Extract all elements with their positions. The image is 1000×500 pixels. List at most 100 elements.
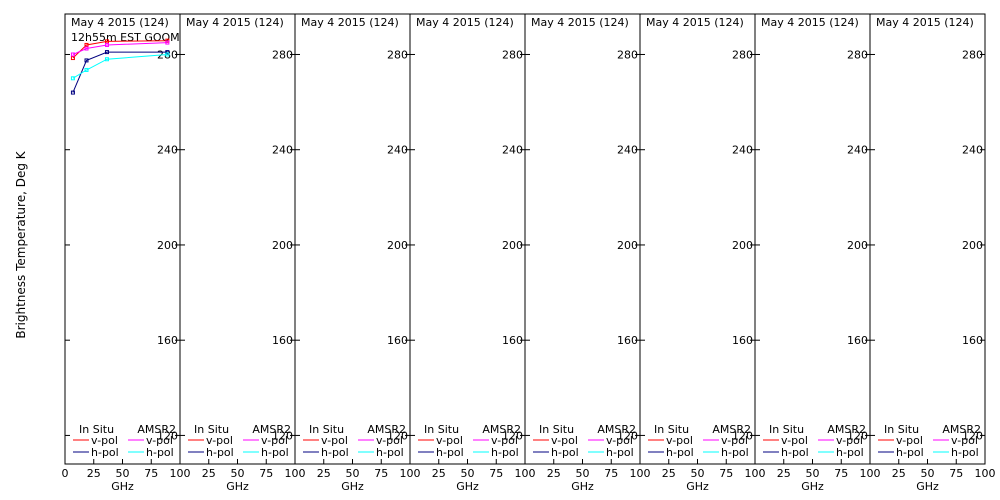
panel-title: May 4 2015 (124) — [531, 16, 629, 29]
panel-title: May 4 2015 (124) — [301, 16, 399, 29]
panel-2: May 4 2015 (124) 120 160 200 240 280 25 50 75 100… — [179, 13, 306, 493]
y-tick-label: 240 — [962, 144, 983, 157]
x-tick-label: 25 — [662, 467, 676, 480]
y-tick-label: 160 — [502, 334, 523, 347]
legend-header-insitu: In Situ — [884, 423, 919, 436]
y-tick-label: 200 — [502, 239, 523, 252]
x-tick-label: 50 — [691, 467, 705, 480]
legend-label-amsr2_vpol: v-pol — [491, 434, 518, 447]
legend-label-insitu_vpol: v-pol — [321, 434, 348, 447]
x-axis-label: GHz — [456, 480, 479, 493]
legend-label-insitu_vpol: v-pol — [551, 434, 578, 447]
legend-label-amsr2_hpol: h-pol — [146, 446, 174, 459]
legend-label-insitu_hpol: h-pol — [206, 446, 234, 459]
y-tick-label: 200 — [847, 239, 868, 252]
y-tick-label: 120 — [502, 429, 523, 442]
panel-7: May 4 2015 (124) 120 160 200 240 280 25 50 75 100… — [754, 13, 881, 493]
legend-label-amsr2_vpol: v-pol — [606, 434, 633, 447]
panels: May 4 2015 (124) 12h55m EST GOOM 120 160 200… — [62, 13, 996, 493]
panel-title: May 4 2015 (124) — [761, 16, 859, 29]
legend-header-amsr2: AMSR2 — [827, 423, 866, 436]
legend-label-insitu_vpol: v-pol — [436, 434, 463, 447]
legend-label-amsr2_hpol: h-pol — [721, 446, 749, 459]
y-tick-label: 160 — [617, 334, 638, 347]
y-tick-label: 200 — [272, 239, 293, 252]
y-tick-label: 160 — [387, 334, 408, 347]
y-tick-label: 280 — [847, 48, 868, 61]
panel-title: May 4 2015 (124) — [186, 16, 284, 29]
x-tick-label: 100 — [515, 467, 536, 480]
x-axis-label: GHz — [226, 480, 249, 493]
data-point-insitu_hpol — [70, 90, 75, 95]
x-tick-label: 75 — [259, 467, 273, 480]
y-tick-label: 240 — [502, 144, 523, 157]
legend-header-insitu: In Situ — [194, 423, 229, 436]
x-tick-label: 0 — [62, 467, 69, 480]
legend-label-amsr2_vpol: v-pol — [951, 434, 978, 447]
legend-header-insitu: In Situ — [309, 423, 344, 436]
x-tick-label: 50 — [921, 467, 935, 480]
legend-header-insitu: In Situ — [769, 423, 804, 436]
x-tick-label: 50 — [116, 467, 130, 480]
legend-label-amsr2_hpol: h-pol — [376, 446, 404, 459]
panel-title: May 4 2015 (124) — [416, 16, 514, 29]
legend-label-insitu_vpol: v-pol — [91, 434, 118, 447]
x-tick-label: 25 — [892, 467, 906, 480]
x-tick-label: 25 — [87, 467, 101, 480]
x-tick-label: 50 — [576, 467, 590, 480]
legend-label-insitu_vpol: v-pol — [896, 434, 923, 447]
series-line-amsr2_hpol — [72, 54, 168, 79]
y-tick-label: 280 — [732, 48, 753, 61]
data-point-insitu_hpol — [104, 50, 109, 55]
series-line-insitu_hpol — [72, 51, 168, 93]
x-tick-label: 25 — [777, 467, 791, 480]
x-tick-label: 50 — [461, 467, 475, 480]
y-tick-label: 120 — [617, 429, 638, 442]
y-tick-label: 200 — [732, 239, 753, 252]
legend-header-amsr2: AMSR2 — [597, 423, 636, 436]
legend-header-insitu: In Situ — [424, 423, 459, 436]
data-point-amsr2_hpol — [104, 57, 109, 62]
x-tick-label: 75 — [719, 467, 733, 480]
x-tick-label: 100 — [745, 467, 766, 480]
legend-label-amsr2_vpol: v-pol — [146, 434, 173, 447]
x-tick-label: 75 — [144, 467, 158, 480]
y-tick-label: 120 — [387, 429, 408, 442]
data-point-amsr2_vpol — [84, 46, 89, 51]
x-tick-label: 75 — [604, 467, 618, 480]
x-tick-label: 75 — [834, 467, 848, 480]
x-axis-label: GHz — [111, 480, 134, 493]
x-tick-label: 75 — [374, 467, 388, 480]
y-tick-label: 280 — [962, 48, 983, 61]
panel-3: May 4 2015 (124) 120 160 200 240 280 25 50 75 100… — [294, 13, 421, 493]
x-tick-label: 100 — [630, 467, 651, 480]
legend-label-insitu_hpol: h-pol — [91, 446, 119, 459]
x-axis-label: GHz — [341, 480, 364, 493]
y-tick-label: 120 — [157, 429, 178, 442]
legend-label-insitu_vpol: v-pol — [206, 434, 233, 447]
legend-header-insitu: In Situ — [79, 423, 114, 436]
y-tick-label: 200 — [157, 239, 178, 252]
x-axis-label: GHz — [801, 480, 824, 493]
legend-label-amsr2_hpol: h-pol — [606, 446, 634, 459]
y-tick-label: 160 — [962, 334, 983, 347]
panel-title: May 4 2015 (124) — [646, 16, 744, 29]
data-point-insitu_vpol — [70, 56, 75, 61]
legend-header-insitu: In Situ — [539, 423, 574, 436]
legend-label-amsr2_hpol: h-pol — [951, 446, 979, 459]
panel-5: May 4 2015 (124) 120 160 200 240 280 25 50 75 100… — [524, 13, 651, 493]
legend-label-amsr2_vpol: v-pol — [721, 434, 748, 447]
x-axis-label: GHz — [686, 480, 709, 493]
x-tick-label: 25 — [432, 467, 446, 480]
legend-label-insitu_hpol: h-pol — [781, 446, 809, 459]
data-point-amsr2_vpol — [104, 42, 109, 47]
y-tick-label: 200 — [387, 239, 408, 252]
series-line-amsr2_vpol — [72, 42, 168, 55]
panel-1: May 4 2015 (124) 12h55m EST GOOM 120 160 200… — [62, 13, 191, 493]
y-tick-label: 160 — [272, 334, 293, 347]
legend-label-insitu_hpol: h-pol — [436, 446, 464, 459]
x-tick-label: 25 — [547, 467, 561, 480]
legend-header-amsr2: AMSR2 — [712, 423, 751, 436]
panel-subtitle: 12h55m EST GOOM — [71, 31, 180, 44]
